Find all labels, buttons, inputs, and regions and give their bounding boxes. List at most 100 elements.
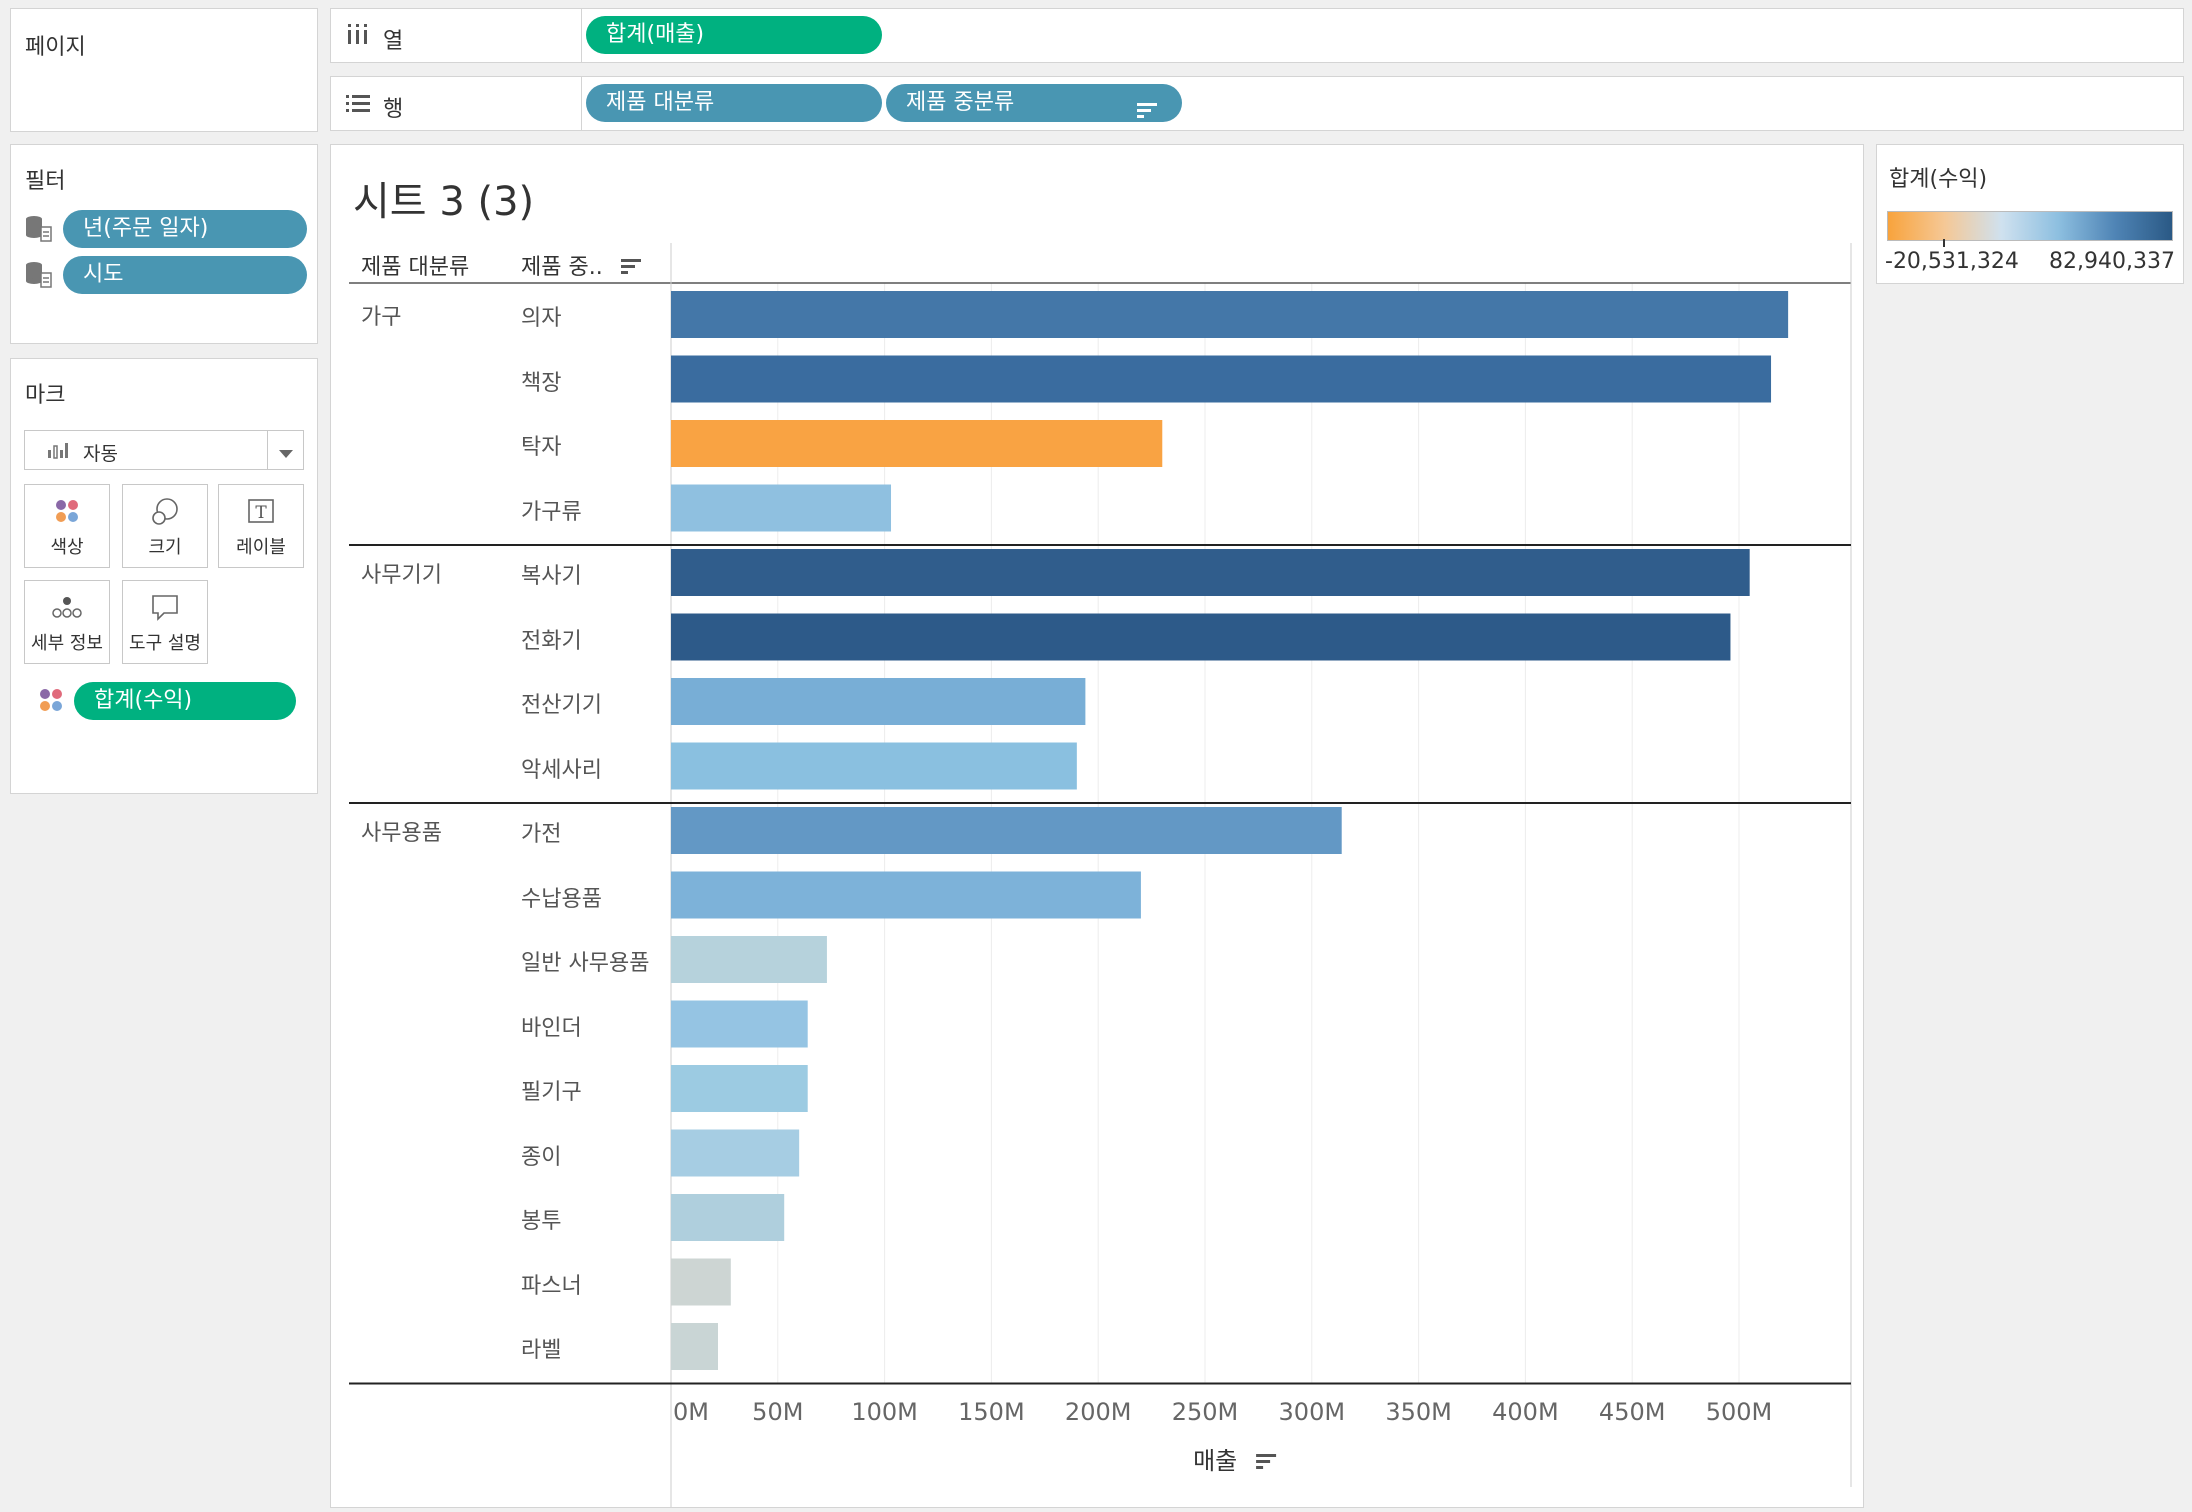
subcategory-label[interactable]: 파스너 <box>521 1273 582 1299</box>
category-label[interactable]: 가구 <box>361 305 402 330</box>
columns-shelf-label: 열 <box>383 29 404 54</box>
subcategory-label[interactable]: 수납용품 <box>521 886 602 912</box>
filter-pill-region[interactable]: 시도 <box>63 256 307 294</box>
filter-pill-order-year[interactable]: 년(주문 일자) <box>63 210 307 248</box>
bar <box>671 1000 808 1048</box>
mark-label-button[interactable]: T 레이블 <box>218 484 304 568</box>
mark-size-button[interactable]: 크기 <box>122 484 208 568</box>
x-tick-label: 500M <box>1705 1397 1773 1426</box>
subcategory-label[interactable]: 탁자 <box>521 435 562 460</box>
size-icon <box>123 495 207 525</box>
category-label[interactable]: 사무기기 <box>361 563 442 588</box>
shelf-divider <box>581 77 582 130</box>
label-icon: T <box>219 495 303 525</box>
bar <box>671 613 1731 661</box>
database-icon <box>23 259 53 289</box>
subcategory-label[interactable]: 책장 <box>521 370 562 396</box>
legend-title: 합계(수익) <box>1889 167 1988 192</box>
legend-color-ramp <box>1887 211 2173 241</box>
marks-card: 마크 <box>10 358 318 794</box>
subcategory-label[interactable]: 전산기기 <box>521 693 602 718</box>
sort-icon <box>620 256 642 281</box>
x-axis-title-label: 매출 <box>1193 1447 1238 1475</box>
subcategory-label[interactable]: 가구류 <box>521 499 582 525</box>
dropdown-divider <box>267 431 268 469</box>
subcategory-label[interactable]: 필기구 <box>521 1080 582 1105</box>
pages-card[interactable]: 페이지 <box>10 8 318 132</box>
svg-text:T: T <box>255 503 267 523</box>
color-dots-icon <box>36 686 66 716</box>
color-legend[interactable]: 합계(수익) -20,531,324 82,940,337 <box>1876 144 2184 284</box>
color-field-pill[interactable]: 합계(수익) <box>74 682 296 720</box>
x-tick-label: 200M <box>1064 1397 1132 1426</box>
x-tick-label: 300M <box>1278 1397 1346 1426</box>
chevron-down-icon[interactable] <box>277 445 295 458</box>
subcategory-label[interactable]: 종이 <box>521 1144 562 1170</box>
bar <box>671 1194 785 1241</box>
x-tick-label: 250M <box>1171 1397 1239 1426</box>
x-tick-label: 50M <box>752 1397 804 1426</box>
bar <box>671 291 1789 338</box>
columns-pill-sales-sum[interactable]: 합계(매출) <box>586 16 882 54</box>
mark-label-label: 레이블 <box>236 537 286 558</box>
bar <box>671 420 1163 467</box>
marks-card-title: 마크 <box>25 383 66 408</box>
x-tick-label: 450M <box>1598 1397 1666 1426</box>
x-axis-title[interactable]: 매출 <box>1193 1441 1277 1476</box>
bar <box>671 1258 731 1306</box>
rows-pill-subcategory-label: 제품 중분류 <box>906 90 1015 115</box>
mark-tooltip-label: 도구 설명 <box>129 633 201 654</box>
bar <box>671 1323 718 1370</box>
columns-icon <box>345 21 371 47</box>
mark-type-dropdown[interactable]: 자동 <box>24 430 304 470</box>
x-tick-label: 0M <box>673 1397 709 1426</box>
bar-chart[interactable] <box>331 145 1863 1507</box>
mark-type-label: 자동 <box>83 443 118 465</box>
sort-icon <box>1255 1448 1277 1476</box>
list-icon <box>345 92 371 114</box>
bar <box>671 484 892 532</box>
bar-chart-icon <box>47 441 69 459</box>
mark-color-button[interactable]: 색상 <box>24 484 110 568</box>
rows-pill-category[interactable]: 제품 대분류 <box>586 84 882 122</box>
subcategory-label[interactable]: 의자 <box>521 306 562 331</box>
subcategory-label[interactable]: 가전 <box>521 822 562 847</box>
mark-size-label: 크기 <box>148 537 182 558</box>
bar <box>671 936 827 983</box>
subcategory-label[interactable]: 전화기 <box>521 628 582 654</box>
bar <box>671 1065 808 1112</box>
row-header-category[interactable]: 제품 대분류 <box>361 255 470 280</box>
subcategory-label[interactable]: 악세사리 <box>521 757 602 783</box>
mark-color-label: 색상 <box>50 537 84 558</box>
legend-max-label: 82,940,337 <box>2049 249 2175 274</box>
sheet-title: 시트 3 (3) <box>353 179 535 225</box>
rows-shelf-label: 행 <box>383 97 404 122</box>
bar <box>671 807 1342 854</box>
category-label[interactable]: 사무용품 <box>361 821 442 846</box>
x-tick-label: 100M <box>851 1397 918 1426</box>
subcategory-label[interactable]: 바인더 <box>521 1015 582 1041</box>
mark-detail-button[interactable]: 세부 정보 <box>24 580 110 664</box>
row-header-subcategory[interactable]: 제품 중.. <box>521 249 642 281</box>
tooltip-icon <box>123 591 207 621</box>
subcategory-label[interactable]: 봉투 <box>521 1209 562 1234</box>
legend-min-label: -20,531,324 <box>1885 249 2019 274</box>
bar <box>671 742 1077 790</box>
bar <box>671 871 1141 919</box>
mark-detail-label: 세부 정보 <box>31 633 103 654</box>
x-tick-label: 150M <box>958 1397 1025 1426</box>
rows-pill-subcategory[interactable]: 제품 중분류 <box>886 84 1182 122</box>
subcategory-label[interactable]: 복사기 <box>521 564 582 589</box>
shelf-divider <box>581 9 582 62</box>
detail-icon <box>25 591 109 621</box>
filters-card-title: 필터 <box>25 169 66 194</box>
bar <box>671 678 1086 725</box>
mark-tooltip-button[interactable]: 도구 설명 <box>122 580 208 664</box>
subcategory-label[interactable]: 일반 사무용품 <box>521 951 650 976</box>
database-icon <box>23 213 53 243</box>
bar <box>671 355 1772 403</box>
subcategory-label[interactable]: 라벨 <box>521 1338 562 1363</box>
x-tick-label: 400M <box>1492 1397 1559 1426</box>
bar <box>671 1129 800 1177</box>
bar <box>671 549 1750 596</box>
